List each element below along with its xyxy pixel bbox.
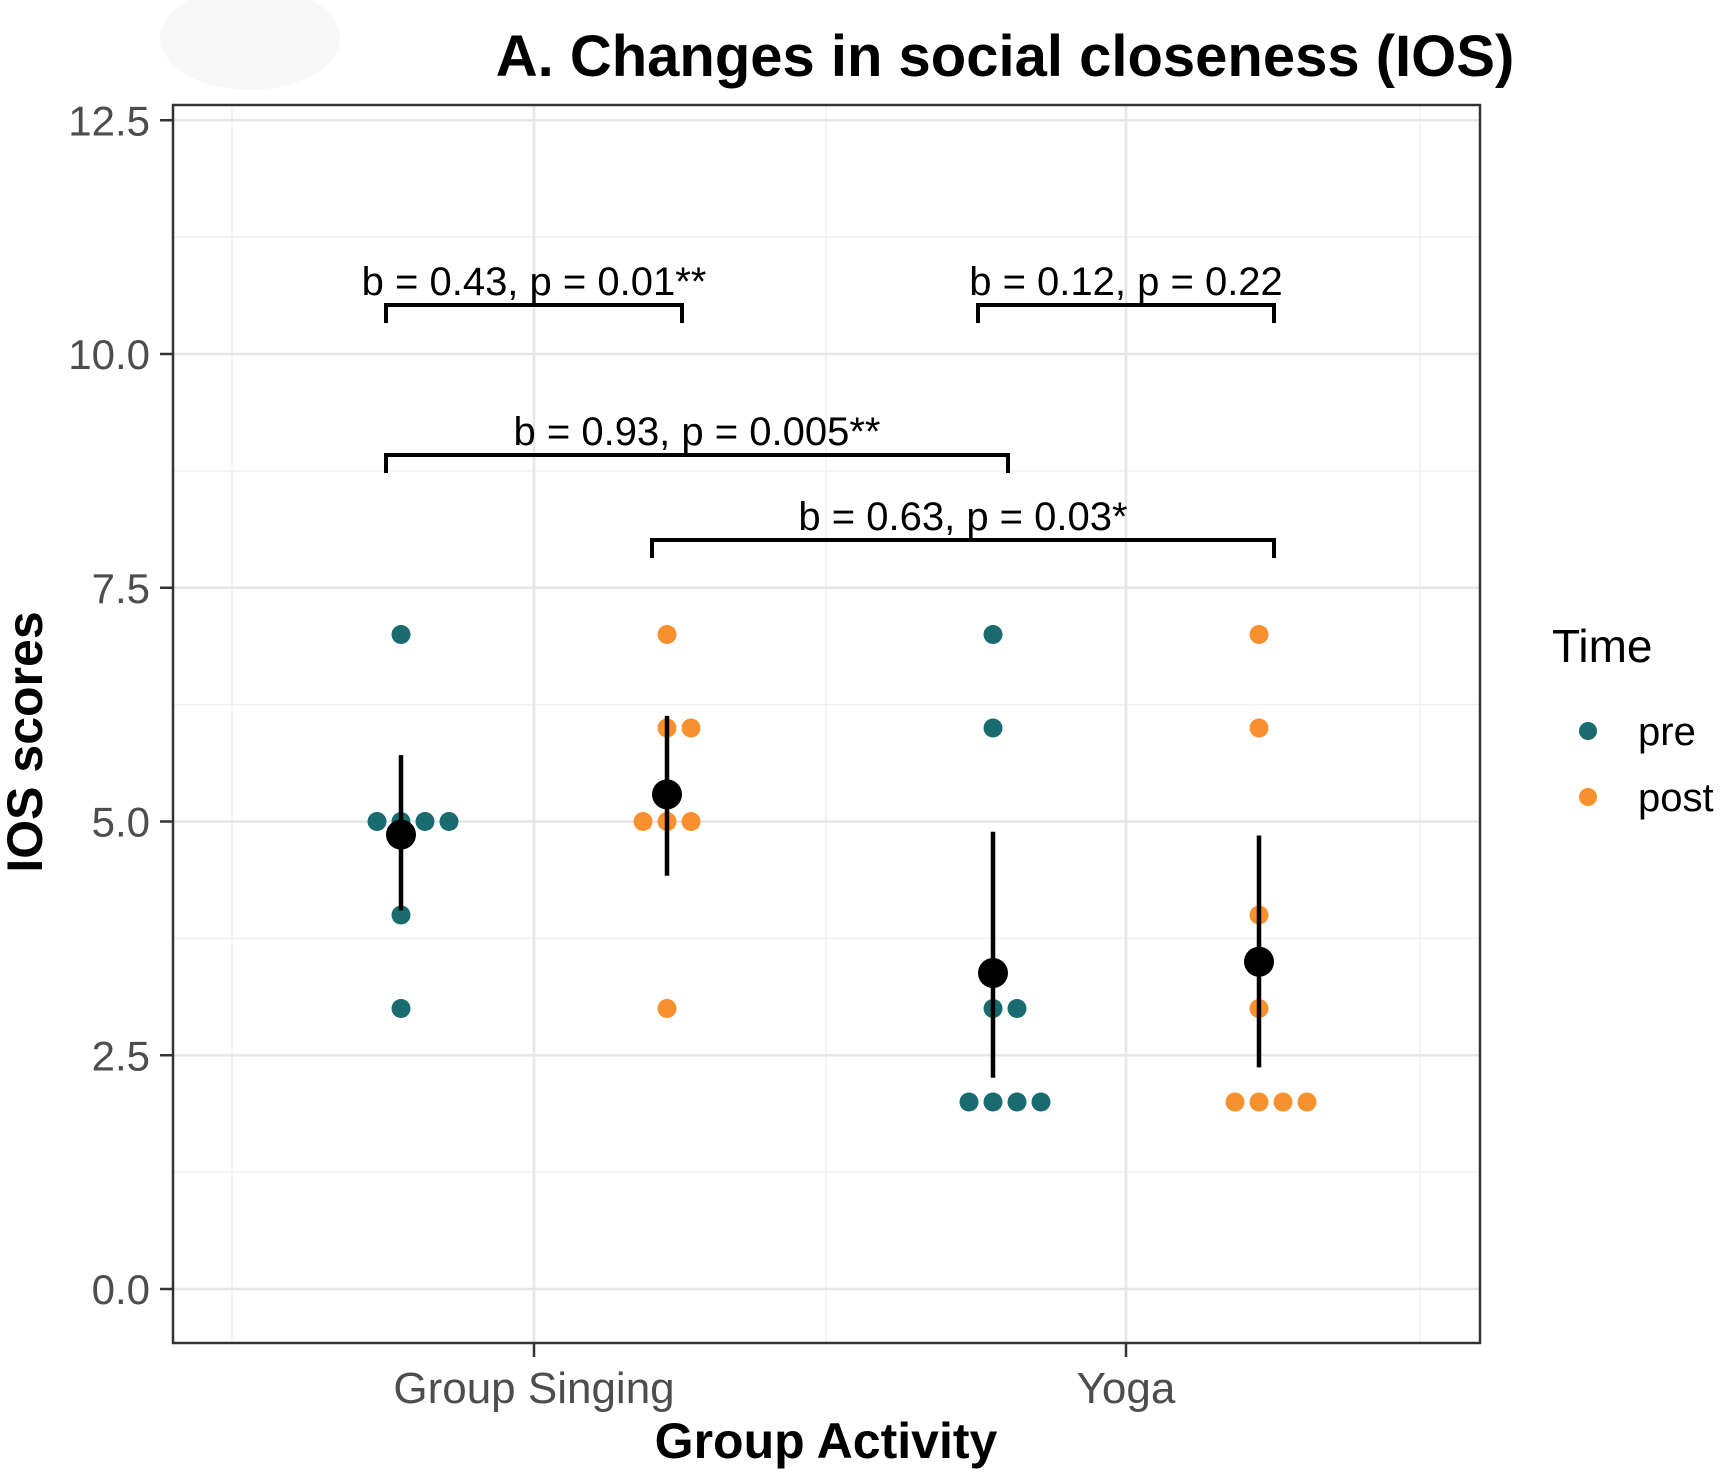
erased-watermark-blob xyxy=(160,0,340,90)
legend-label-post: post xyxy=(1638,776,1714,820)
significance-bracket xyxy=(976,303,1276,323)
data-point-post xyxy=(1249,1092,1269,1112)
mean-point xyxy=(386,819,416,850)
y-tick-label: 0.0 xyxy=(92,1266,150,1313)
legend-pre-dot-icon xyxy=(1579,722,1597,740)
significance-bracket xyxy=(384,453,1010,473)
chart-title: A. Changes in social closeness (IOS) xyxy=(496,24,1515,89)
panel-border xyxy=(171,103,1482,1345)
data-point-post xyxy=(681,718,701,738)
data-point-pre xyxy=(415,812,435,831)
significance-label: b = 0.12, p = 0.22 xyxy=(969,260,1283,304)
significance-bracket xyxy=(650,538,1276,558)
y-tick-label: 5.0 xyxy=(92,799,150,846)
data-point-pre xyxy=(391,625,411,644)
x-tick-label-group-singing: Group Singing xyxy=(393,1364,674,1413)
y-tick-label: 12.5 xyxy=(68,97,150,144)
y-tick-label: 7.5 xyxy=(92,565,150,612)
data-point-pre xyxy=(367,812,387,831)
significance-bracket xyxy=(384,303,684,323)
legend-title: Time xyxy=(1552,620,1653,672)
legend-label-pre: pre xyxy=(1638,710,1696,754)
data-point-pre xyxy=(391,905,411,925)
data-point-pre xyxy=(959,1092,979,1112)
data-point-pre xyxy=(1007,999,1027,1018)
data-point-post xyxy=(1225,1092,1245,1112)
legend: Time pre post xyxy=(1552,620,1714,820)
data-point-post xyxy=(657,999,677,1018)
significance-brackets: b = 0.43, p = 0.01** b = 0.12, p = 0.22 b … xyxy=(362,260,1283,558)
data-point-post xyxy=(1297,1092,1317,1112)
mean-point xyxy=(652,779,682,810)
mean-and-ci-layer xyxy=(386,715,1274,1078)
significance-label: b = 0.43, p = 0.01** xyxy=(362,260,707,304)
data-point-pre xyxy=(391,999,411,1018)
data-point-post xyxy=(657,625,677,644)
y-tick-label: 2.5 xyxy=(92,1032,150,1079)
data-point-post xyxy=(1273,1092,1293,1112)
data-point-post xyxy=(633,812,653,831)
legend-post-dot-icon xyxy=(1579,788,1597,806)
x-tick-label-yoga: Yoga xyxy=(1077,1364,1176,1413)
significance-label: b = 0.63, p = 0.03* xyxy=(798,495,1127,539)
data-point-post xyxy=(1249,718,1269,738)
data-point-pre xyxy=(439,812,459,831)
axis-ticks: 0.0 2.5 5.0 7.5 10.0 12.5 xyxy=(68,97,1128,1357)
data-point-pre xyxy=(1031,1092,1051,1112)
y-axis-title: IOS scores xyxy=(0,611,53,872)
mean-point xyxy=(978,957,1008,988)
data-point-pre xyxy=(983,718,1003,738)
y-tick-label: 10.0 xyxy=(68,331,150,378)
mean-point xyxy=(1244,946,1274,977)
data-point-pre xyxy=(983,1092,1003,1112)
data-point-pre xyxy=(983,625,1003,644)
data-point-post xyxy=(1249,625,1269,644)
data-point-post xyxy=(681,812,701,831)
x-axis-title: Group Activity xyxy=(655,1413,998,1469)
gridlines xyxy=(173,105,1480,1343)
data-points xyxy=(367,625,1317,1112)
significance-label: b = 0.93, p = 0.005** xyxy=(514,410,881,454)
data-point-pre xyxy=(1007,1092,1027,1112)
